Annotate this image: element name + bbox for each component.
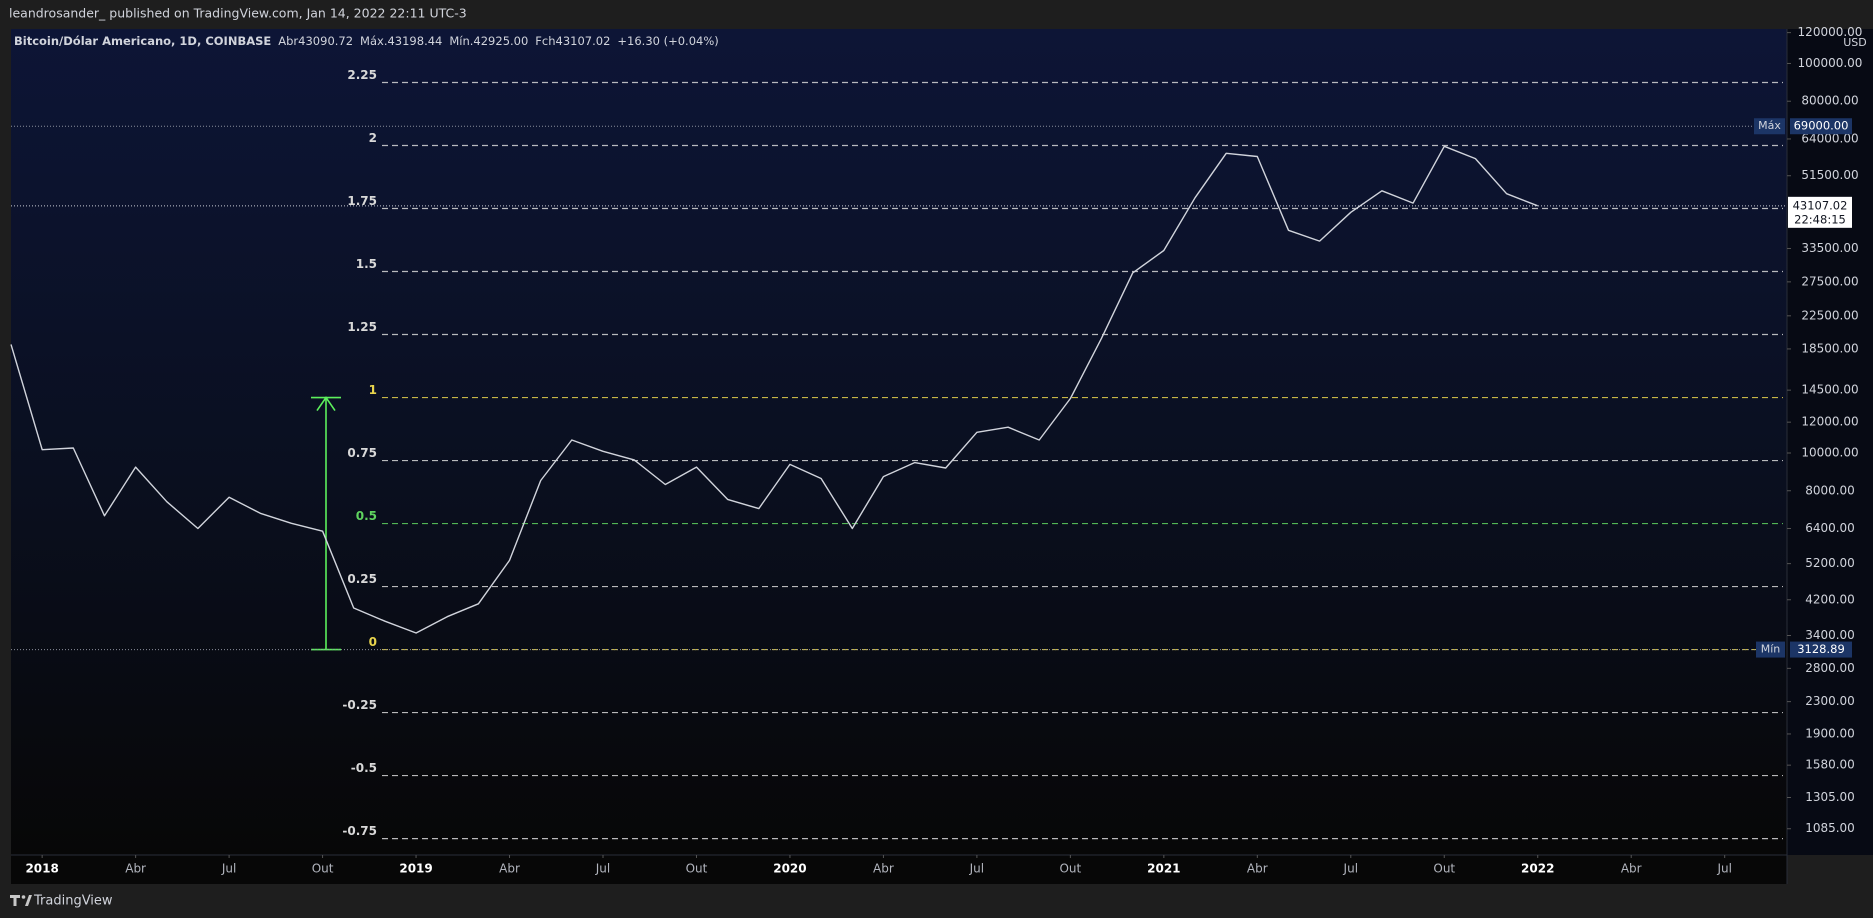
fib-level-label: 0.75 [347,446,377,460]
fib-level-label: -0.5 [351,761,377,775]
max-value-bg [1790,118,1852,135]
y-tick-label: 120000.00 [1798,25,1863,39]
y-tick-label: 1085.00 [1805,821,1855,835]
y-tick-label: 1900.00 [1805,726,1855,740]
x-tick-label: Jul [1343,862,1358,876]
fib-level-label: 0.5 [356,509,377,523]
y-tick-label: 1305.00 [1805,790,1855,804]
x-tick-label: Abr [873,862,894,876]
fib-level-label: -0.75 [342,824,377,838]
y-tick-label: 2300.00 [1805,694,1855,708]
min-value-bg [1790,641,1852,658]
fib-level-label: 1.75 [347,194,377,208]
fib-level-label: 1 [369,383,377,397]
fib-level-label: 2.25 [347,68,377,82]
published-note: leandrosander_ published on TradingView.… [9,6,467,21]
x-tick-label: 2020 [773,862,806,876]
ohlc-label: Abr [278,34,298,48]
max-value: 69000.00 [1794,119,1849,133]
ohlc-value: 43107.02 [556,34,611,48]
y-tick-label: 4200.00 [1805,592,1855,606]
y-tick-label: 2800.00 [1805,661,1855,675]
fib-range-arrowhead [316,396,336,411]
max-tag: Máx [1758,119,1781,132]
x-tick-label: 2019 [399,862,432,876]
x-tick-label: Out [1059,862,1081,876]
y-tick-label: 51500.00 [1801,168,1858,182]
last-price: 43107.02 [1793,198,1848,212]
fib-level-label: 0 [369,635,377,649]
x-tick-label: Out [1433,862,1455,876]
x-tick-label: Abr [125,862,146,876]
y-tick-label: 8000.00 [1805,483,1855,497]
x-tick-label: Jul [969,862,984,876]
ohlc-value: 43090.72 [298,34,353,48]
price-axis [1787,29,1873,855]
fib-level-label: 2 [369,131,377,145]
y-tick-label: 3400.00 [1805,628,1855,642]
symbol-header: Bitcoin/Dólar Americano, 1D, COINBASE Abr… [14,34,719,48]
ohlc-value: 43198.44 [387,34,442,48]
x-tick-label: Abr [1621,862,1642,876]
min-tag: Mín [1761,643,1781,656]
ohlc-value: 42925.00 [473,34,528,48]
ohlc-label: Fch [535,34,555,48]
x-tick-label: Abr [499,862,520,876]
y-tick-label: 100000.00 [1798,56,1863,70]
y-tick-label: 80000.00 [1801,94,1858,108]
x-tick-label: Abr [1247,862,1268,876]
y-tick-label: 18500.00 [1801,341,1858,355]
countdown: 22:48:15 [1794,212,1846,226]
footer-brand: TradingView [33,894,113,909]
x-tick-label: Jul [595,862,610,876]
y-tick-label: 14500.00 [1801,383,1858,397]
ohlc-label: Mín. [449,34,473,48]
symbol-title: Bitcoin/Dólar Americano, 1D, COINBASE [14,34,271,48]
x-tick-label: Out [686,862,708,876]
y-tick-label: 12000.00 [1801,415,1858,429]
currency: USD [1843,36,1867,49]
ohlc-change: +16.30 (+0.04%) [617,34,718,48]
plot-area [11,29,1787,855]
time-axis [11,855,1787,884]
last-price-bg [1788,196,1852,228]
y-tick-label: 27500.00 [1801,274,1858,288]
y-tick-label: 33500.00 [1801,241,1858,255]
x-tick-label: Out [312,862,334,876]
y-tick-label: 22500.00 [1801,308,1858,322]
x-tick-label: 2018 [25,862,58,876]
y-tick-label: 64000.00 [1801,131,1858,145]
max-tag-bg [1754,118,1785,135]
y-tick-label: 1580.00 [1805,758,1855,772]
footer-logo [10,895,32,906]
y-tick-label: 5200.00 [1805,556,1855,570]
min-value: 3128.89 [1797,642,1845,656]
y-tick-label: 6400.00 [1805,521,1855,535]
x-tick-label: 2022 [1521,862,1554,876]
y-tick-label: 10000.00 [1801,446,1858,460]
x-tick-label: Jul [221,862,236,876]
ohlc-label: Máx. [360,34,387,48]
x-tick-label: 2021 [1147,862,1180,876]
price-line [10,145,1538,634]
fib-level-label: -0.25 [342,698,377,712]
fib-level-label: 1.25 [347,320,377,334]
fib-level-label: 1.5 [356,257,377,271]
min-tag-bg [1756,641,1785,658]
x-tick-label: Jul [1716,862,1731,876]
fib-level-label: 0.25 [347,572,377,586]
